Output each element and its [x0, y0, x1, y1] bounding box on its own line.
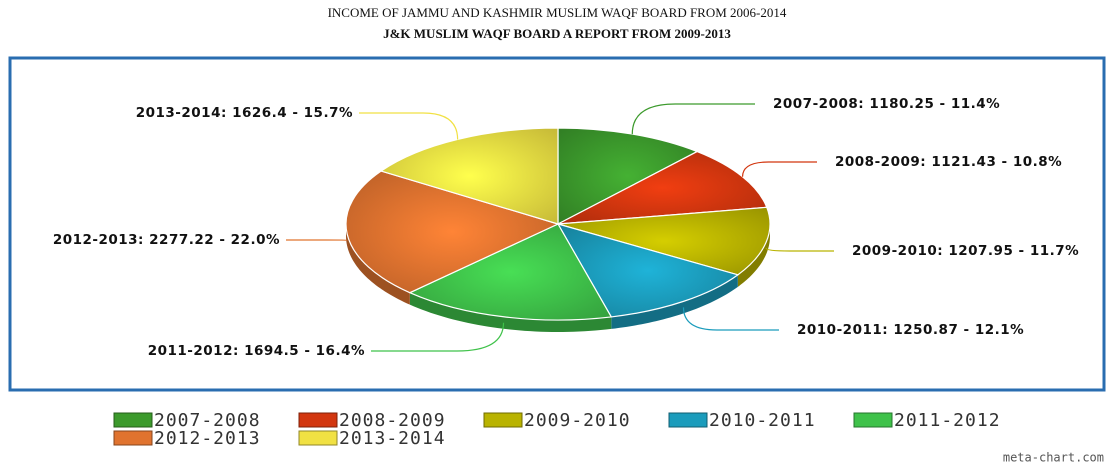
slice — [408, 223, 613, 321]
legend-swatch — [113, 412, 153, 428]
slice-label: 2007-2008: 1180.25 - 11.4% — [773, 96, 1000, 112]
legend-label: 2009-2010 — [524, 410, 631, 431]
legend-label: 2012-2013 — [154, 428, 261, 449]
legend-swatch — [853, 412, 893, 428]
slice-label: 2011-2012: 1694.5 - 16.4% — [148, 343, 365, 359]
leader-line — [631, 103, 755, 135]
legend-label: 2007-2008 — [154, 410, 261, 431]
slice-label: 2013-2014: 1626.4 - 15.7% — [136, 105, 353, 121]
slice-label: 2012-2013: 2277.22 - 22.0% — [53, 232, 280, 248]
legend-label: 2011-2012 — [894, 410, 1001, 431]
leader-line — [359, 112, 459, 140]
leader-line — [682, 307, 779, 331]
legend-swatch — [298, 412, 338, 428]
chart-title: INCOME OF JAMMU AND KASHMIR MUSLIM WAQF … — [328, 5, 787, 20]
slice-side — [611, 274, 738, 329]
legend-label: 2008-2009 — [339, 410, 446, 431]
slice — [345, 170, 560, 294]
leader-line — [741, 161, 817, 177]
leader-line — [765, 247, 834, 252]
slice — [556, 223, 740, 318]
slice-label: 2010-2011: 1250.87 - 12.1% — [797, 322, 1024, 338]
slice-label: 2009-2010: 1207.95 - 11.7% — [852, 243, 1079, 259]
chart-subtitle: J&K MUSLIM WAQF BOARD A REPORT FROM 2009… — [383, 26, 731, 41]
slice-side — [346, 224, 410, 305]
slice-label: 2008-2009: 1121.43 - 10.8% — [835, 154, 1062, 170]
legend-label: 2013-2014 — [339, 428, 446, 449]
slice — [557, 206, 771, 276]
slice-side — [737, 224, 770, 287]
legend-swatch — [113, 430, 153, 446]
chart-frame — [8, 56, 1106, 392]
legend-swatch — [298, 430, 338, 446]
slice — [557, 127, 699, 225]
slice — [557, 150, 768, 225]
legend-swatch — [668, 412, 708, 428]
legend-label: 2010-2011 — [709, 410, 816, 431]
slice-side — [409, 292, 612, 332]
legend-swatch — [483, 412, 523, 428]
credit: meta-chart.com — [1003, 451, 1104, 465]
slice — [379, 127, 559, 225]
leader-line — [371, 322, 505, 352]
